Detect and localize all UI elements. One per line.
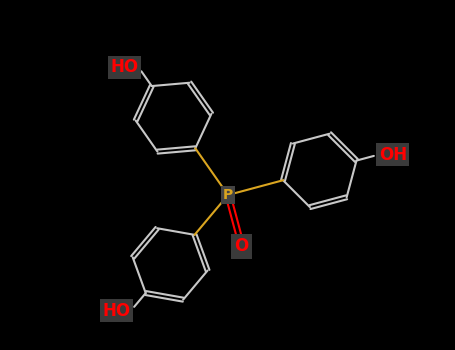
Text: HO: HO [103, 302, 131, 320]
Text: P: P [223, 188, 233, 202]
Text: O: O [235, 237, 249, 255]
Text: HO: HO [111, 58, 138, 76]
Text: OH: OH [379, 146, 407, 163]
